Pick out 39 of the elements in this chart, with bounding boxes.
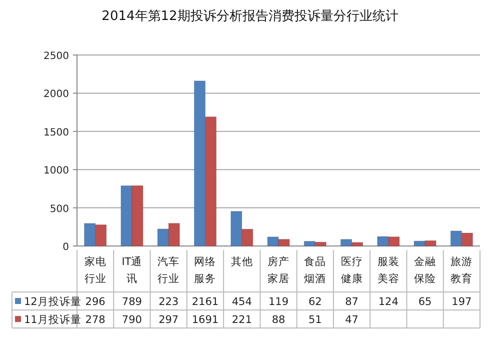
data-label: 87 (345, 296, 358, 308)
data-label: 47 (345, 314, 358, 326)
x-tick-label: 金融保险 (414, 256, 436, 285)
data-label: 65 (418, 296, 432, 308)
data-label: 51 (308, 314, 322, 326)
x-tick-label: 其他 (230, 255, 253, 268)
x-tick-label: 汽车行业 (158, 255, 180, 285)
y-tick-label: 1500 (44, 127, 69, 138)
data-label: 62 (308, 296, 322, 308)
legend-label: 11月投诉量 (24, 313, 82, 326)
data-label: 297 (158, 314, 179, 326)
data-label: 790 (122, 314, 142, 326)
data-label: 88 (272, 314, 286, 326)
x-tick-label: 家电行业 (84, 255, 106, 285)
data-label: 119 (268, 296, 289, 308)
data-label: 1691 (192, 314, 219, 326)
x-tick-label: 网络服务 (194, 256, 216, 285)
x-tick-label: 房产家居 (268, 255, 290, 285)
data-label: 221 (232, 314, 252, 326)
data-label: 2161 (192, 296, 219, 308)
x-tick-label: 医疗健康 (340, 255, 363, 285)
data-label: 454 (232, 296, 252, 308)
y-tick-label: 0 (62, 242, 69, 253)
y-tick-label: 1000 (44, 166, 69, 177)
data-label: 296 (85, 296, 106, 308)
x-tick-label: 服装美容 (377, 255, 400, 285)
data-label: 223 (158, 296, 179, 308)
y-tick-label: 500 (50, 204, 69, 215)
x-tick-label: 食品烟酒 (304, 256, 326, 285)
y-tick-label: 2000 (44, 89, 69, 100)
data-label: 197 (452, 296, 472, 308)
chart-title: 2014年第12期投诉分析报告消费投诉量分行业统计 (102, 9, 398, 24)
y-tick-label: 2500 (44, 51, 69, 62)
data-label: 789 (122, 296, 142, 308)
legend-label: 12月投诉量 (24, 295, 82, 308)
data-label: 124 (378, 296, 399, 308)
x-tick-label: 旅游教育 (450, 255, 473, 285)
data-label: 278 (85, 314, 106, 326)
x-tick-label: IT通讯 (122, 255, 142, 285)
